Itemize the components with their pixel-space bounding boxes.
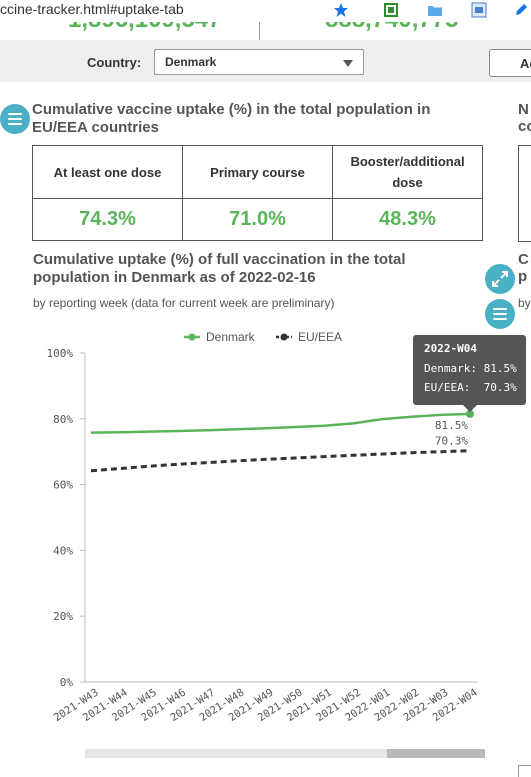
- country-label: Country:: [87, 55, 141, 70]
- url-text[interactable]: ccine-tracker.html#uptake-tab: [0, 1, 184, 17]
- bottom-right-element: [518, 765, 531, 777]
- legend-label: Denmark: [206, 330, 256, 344]
- y-tick-label: 20%: [53, 610, 73, 623]
- value-at-least-one-dose: 74.3%: [33, 199, 183, 241]
- chart-scrollbar[interactable]: [85, 749, 485, 758]
- y-tick-label: 40%: [53, 544, 73, 557]
- kpi-total-doses: 1,896,109,547: [68, 22, 221, 34]
- end-labels: 81.5% 70.3%: [435, 419, 468, 448]
- tooltip-title: 2022-W04: [424, 342, 477, 355]
- end-label: 81.5%: [435, 419, 468, 432]
- action-button[interactable]: Ac: [489, 49, 531, 77]
- y-tick-label: 60%: [53, 479, 73, 492]
- kpi-divider: [259, 22, 260, 40]
- end-label: 70.3%: [435, 435, 468, 448]
- summary-title-line-1: Cumulative vaccine uptake (%) in the tot…: [32, 101, 430, 119]
- kpi-second-value: 888,740,775: [325, 22, 458, 34]
- right-chart-subtitle: by: [518, 296, 531, 310]
- right-chart-title-line-2: p: [518, 268, 529, 285]
- hamburger-menu-icon[interactable]: [0, 104, 30, 134]
- tooltip-eu: EU/EEA: 70.3%: [424, 381, 517, 394]
- legend-label: EU/EEA: [298, 330, 342, 344]
- right-panel-title-line-2: co: [518, 118, 531, 135]
- y-tick-label: 80%: [53, 413, 73, 426]
- y-axis: 0% 20% 40% 60% 80% 100%: [47, 347, 86, 689]
- legend-marker: [189, 334, 196, 341]
- chevron-down-icon: [343, 60, 353, 67]
- chart-tooltip: 2022-W04 Denmark: 81.5% EU/EEA: 70.3%: [413, 335, 526, 405]
- right-panel-title: N co: [518, 101, 531, 135]
- y-tick-label: 0%: [60, 676, 74, 689]
- x-axis: 2021-W432021-W442021-W452021-W462021-W47…: [52, 682, 480, 724]
- right-chart-title: C p: [518, 251, 529, 285]
- column-header: At least one dose: [33, 146, 183, 199]
- folder-icon[interactable]: [427, 2, 443, 18]
- tg-extension-icon[interactable]: [471, 2, 487, 18]
- uptake-summary-table: At least one dose Primary course Booster…: [32, 145, 483, 241]
- table-header-row: At least one dose Primary course Booster…: [33, 146, 483, 199]
- country-filter-bar: Country: Denmark Ac: [0, 40, 531, 82]
- column-header: Booster/additional dose: [333, 146, 483, 199]
- y-tick-label: 100%: [47, 347, 74, 360]
- edit-icon[interactable]: [513, 2, 529, 18]
- value-primary-course: 71.0%: [183, 199, 333, 241]
- right-panel-table: [518, 145, 531, 242]
- browser-address-bar[interactable]: ccine-tracker.html#uptake-tab: [0, 0, 531, 23]
- summary-title-line-2: EU/EEA countries: [32, 119, 430, 137]
- right-panel-title-line-1: N: [518, 101, 531, 118]
- chart-title: Cumulative uptake (%) of full vaccinatio…: [33, 251, 406, 287]
- chart-subtitle: by reporting week (data for current week…: [33, 296, 334, 310]
- legend-marker: [281, 334, 288, 341]
- scrollbar-thumb[interactable]: [387, 749, 485, 758]
- chart-legend[interactable]: Denmark EU/EEA: [184, 330, 342, 344]
- chart-title-line-1: Cumulative uptake (%) of full vaccinatio…: [33, 251, 406, 269]
- tooltip-denmark: Denmark: 81.5%: [424, 362, 517, 375]
- action-button-label: Ac: [520, 56, 531, 71]
- country-dropdown[interactable]: Denmark: [154, 49, 364, 75]
- kpi-strip: 1,896,109,547 888,740,775: [0, 22, 531, 40]
- tooltip-arrow: [463, 405, 477, 412]
- expand-icon[interactable]: [485, 264, 515, 294]
- country-dropdown-value: Denmark: [165, 55, 216, 69]
- table-values-row: 74.3% 71.0% 48.3%: [33, 199, 483, 241]
- chart-title-line-2: population in Denmark as of 2022-02-16: [33, 269, 406, 287]
- value-booster-dose: 48.3%: [333, 199, 483, 241]
- series-layer: [91, 410, 474, 471]
- summary-title: Cumulative vaccine uptake (%) in the tot…: [32, 101, 430, 137]
- extension-icon[interactable]: [383, 2, 399, 18]
- series-line-denmark: [91, 414, 470, 433]
- column-header: Primary course: [183, 146, 333, 199]
- right-chart-title-line-1: C: [518, 251, 529, 268]
- series-line-eu-eea: [91, 451, 470, 471]
- star-icon[interactable]: [333, 2, 349, 18]
